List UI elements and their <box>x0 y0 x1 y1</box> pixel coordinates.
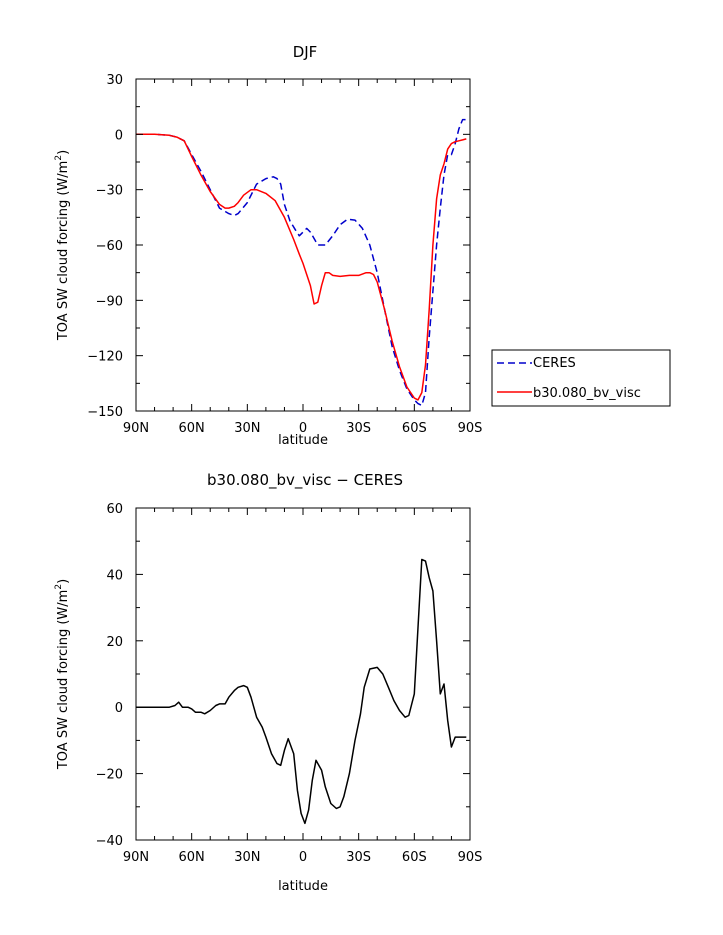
top-ytick-label: −60 <box>96 239 123 254</box>
top-ytick-label: −30 <box>96 184 123 199</box>
top-yaxis-label: TOA SW cloud forcing (W/m2) <box>54 150 71 341</box>
top-series-line-ceres <box>136 118 467 407</box>
top-xtick-label: 0 <box>299 421 307 436</box>
top-ytick-label: −120 <box>87 350 123 365</box>
bottom-xaxis-label: latitude <box>278 879 328 894</box>
top-xtick-label: 90N <box>123 421 149 436</box>
top-xaxis-label: latitude <box>278 433 328 448</box>
bottom-xtick-label: 90S <box>458 850 483 865</box>
legend-box <box>491 349 671 407</box>
bottom-xtick-label: 60S <box>402 850 427 865</box>
bottom-chart-title: b30.080_bv_visc − CERES <box>207 471 403 490</box>
top-ytick-label: −90 <box>96 294 123 309</box>
top-series-line-b30-080-bv-visc <box>136 133 467 401</box>
top-xtick-label: 60N <box>179 421 205 436</box>
top-chart-title: DJF <box>293 43 318 61</box>
bottom-ytick-label: 40 <box>106 568 123 583</box>
bottom-yaxis-label: TOA SW cloud forcing (W/m2) <box>54 579 71 770</box>
bottom-ytick-label: 20 <box>106 635 123 650</box>
top-xtick-label: 60S <box>402 421 427 436</box>
top-xtick-label: 30S <box>346 421 371 436</box>
bottom-ytick-label: −40 <box>96 834 123 849</box>
bottom-xtick-label: 90N <box>123 850 149 865</box>
top-panel: DJF 90N 60N 30N 0 30S 60S 90S 30 0 −30 −60 −90 −120 −… <box>54 43 671 448</box>
top-xtick-label: 90S <box>458 421 483 436</box>
bottom-ytick-label: 0 <box>115 701 123 716</box>
legend: CERES b30.080_bv_visc <box>491 349 671 407</box>
bottom-series-line-difference <box>136 558 467 825</box>
legend-label-model: b30.080_bv_visc <box>533 386 641 401</box>
top-ytick-label: 30 <box>106 73 123 88</box>
bottom-xtick-label: 30S <box>346 850 371 865</box>
top-ytick-label: −150 <box>87 405 123 420</box>
bottom-xtick-label: 60N <box>179 850 205 865</box>
bottom-plot-frame <box>135 507 471 841</box>
bottom-ytick-label: 60 <box>106 502 123 517</box>
top-ytick-label: 0 <box>115 128 123 143</box>
bottom-xtick-label: 0 <box>299 850 307 865</box>
top-plot-frame <box>135 78 471 412</box>
bottom-panel: b30.080_bv_visc − CERES 90N 60N 30N 0 30S 60S… <box>54 471 482 894</box>
bottom-ytick-label: −20 <box>96 768 123 783</box>
top-xtick-label: 30N <box>234 421 260 436</box>
bottom-xtick-label: 30N <box>234 850 260 865</box>
legend-label-ceres: CERES <box>533 356 576 371</box>
